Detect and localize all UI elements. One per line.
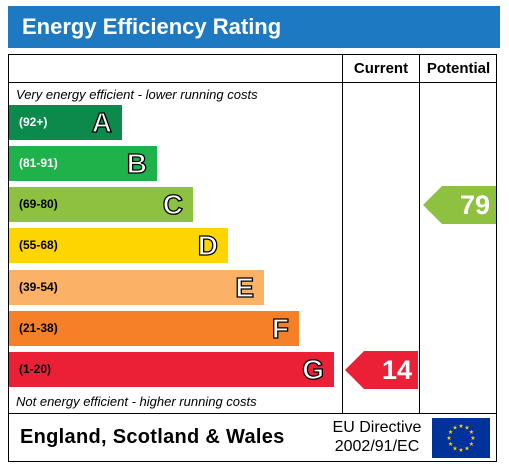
footer-divider bbox=[8, 413, 497, 414]
caption-top: Very energy efficient - lower running co… bbox=[16, 87, 258, 102]
band-range-a: (92+) bbox=[19, 115, 48, 129]
band-d: (55-68) D bbox=[9, 228, 228, 263]
eu-star bbox=[469, 429, 474, 434]
divider-current bbox=[342, 54, 343, 413]
band-c: (69-80) C bbox=[9, 187, 193, 222]
current-rating-arrow: 14 bbox=[345, 351, 418, 389]
eu-star bbox=[452, 445, 458, 451]
eu-star bbox=[464, 445, 470, 451]
column-potential-header: Potential bbox=[426, 60, 491, 77]
eu-directive-line2: 2002/91/EC bbox=[334, 438, 420, 455]
eu-star bbox=[464, 425, 470, 430]
eu-star bbox=[469, 441, 474, 446]
band-letter-e: E bbox=[235, 271, 255, 303]
band-letter-d: D bbox=[197, 229, 219, 261]
eu-star bbox=[458, 447, 464, 452]
eu-star bbox=[448, 429, 453, 434]
band-b: (81-91) B bbox=[9, 146, 157, 181]
header-divider bbox=[8, 82, 497, 83]
band-range-e: (39-54) bbox=[19, 280, 58, 294]
column-current-header: Current bbox=[353, 60, 409, 77]
band-letter-a: A bbox=[91, 106, 113, 138]
eu-star bbox=[458, 423, 464, 428]
current-rating-value: 14 bbox=[381, 355, 412, 385]
band-range-f: (21-38) bbox=[19, 321, 58, 335]
band-f: (21-38) F bbox=[9, 311, 299, 346]
potential-arrow-shape bbox=[423, 186, 496, 224]
divider-potential bbox=[419, 54, 420, 413]
band-letter-b: B bbox=[126, 147, 148, 179]
band-letter-c: C bbox=[162, 188, 184, 220]
rating-frame bbox=[8, 54, 497, 462]
band-letter-f: F bbox=[271, 312, 289, 344]
title-bar: Energy Efficiency Rating bbox=[8, 6, 500, 48]
eu-star bbox=[446, 435, 452, 440]
band-g: (1-20) G bbox=[9, 352, 334, 387]
eu-flag-icon bbox=[432, 418, 490, 458]
band-range-b: (81-91) bbox=[19, 156, 58, 170]
band-range-d: (55-68) bbox=[19, 238, 58, 252]
band-a: (92+) A bbox=[9, 105, 122, 140]
potential-rating-value: 79 bbox=[459, 190, 490, 220]
band-e: (39-54) E bbox=[9, 270, 264, 305]
eu-star bbox=[470, 435, 476, 440]
chart-title: Energy Efficiency Rating bbox=[22, 14, 282, 39]
eu-directive: EU Directive 2002/91/EC bbox=[326, 418, 428, 456]
band-letter-g: G bbox=[302, 353, 325, 385]
region-label: England, Scotland & Wales bbox=[20, 426, 285, 448]
current-arrow-shape bbox=[345, 351, 418, 389]
band-range-g: (1-20) bbox=[19, 362, 52, 376]
eu-directive-line1: EU Directive bbox=[332, 419, 422, 436]
eu-star bbox=[448, 441, 453, 446]
eu-star bbox=[452, 425, 458, 430]
caption-bottom: Not energy efficient - higher running co… bbox=[16, 394, 257, 409]
band-range-c: (69-80) bbox=[19, 197, 58, 211]
eu-flag-stars bbox=[446, 423, 476, 452]
potential-rating-arrow: 79 bbox=[423, 186, 496, 224]
